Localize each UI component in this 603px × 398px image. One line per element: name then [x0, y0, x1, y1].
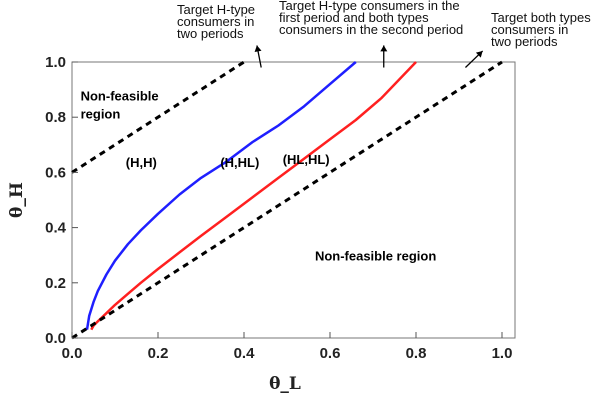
annotation-line: two periods [491, 34, 558, 49]
y-tick-label: 1.0 [45, 54, 66, 71]
region-label-line: region [81, 107, 121, 122]
y-tick-label: 0.6 [45, 164, 66, 181]
ticks-layer: 0.0 0.2 0.4 0.6 0.8 1.0 0.0 0.2 0.4 0.6 0.8 1.0 [45, 54, 512, 362]
series-line-1 [71, 60, 245, 174]
annotation-3: Target both types consumers in two periods [491, 10, 591, 49]
arrow-head-icon [380, 45, 388, 52]
annotation-line: consumers in [177, 14, 254, 29]
region-label-1: Non-feasible region [81, 89, 159, 122]
annotation-line: consumers in [491, 22, 568, 37]
series-line-3 [90, 61, 417, 331]
plot-frame [71, 61, 516, 339]
y-tick-label: 0.8 [45, 109, 66, 126]
region-label-line: Non-feasible [81, 89, 159, 104]
region-label-3: (H,HL) [220, 155, 259, 170]
y-axis-title: θ_H [7, 182, 27, 218]
region-label-2: (H,H) [126, 155, 157, 170]
notes-layer: Target H-type consumers in two periodsTarg… [177, 0, 591, 68]
labels-layer: Non-feasible region (H,H) (H,HL) (HL,HL) Non-… [81, 89, 437, 264]
region-label-4: (HL,HL) [283, 152, 330, 167]
series-line-4 [71, 60, 503, 340]
x-axis-title: θ_L [269, 374, 301, 394]
annotation-line: Target H-type consumers in the [279, 0, 460, 13]
x-tick-label: 0.8 [406, 345, 427, 362]
x-tick-label: 0.6 [320, 345, 341, 362]
annotation-line: two periods [177, 26, 244, 41]
series-layer [71, 60, 503, 340]
y-tick-label: 0.4 [45, 220, 67, 237]
x-tick-label: 0.2 [148, 345, 169, 362]
x-tick-label: 0.4 [234, 345, 256, 362]
region-label-5: Non-feasible region [315, 249, 436, 264]
arrow-head-icon [254, 45, 262, 52]
annotation-1: Target H-type consumers in two periods [177, 2, 255, 41]
annotation-line: Target H-type [177, 2, 255, 17]
y-tick-label: 0.2 [45, 275, 66, 292]
annotation-2: Target H-type consumers in the first peri… [279, 0, 463, 37]
annotation-line: first period and both types [279, 10, 429, 25]
series-line-2 [85, 61, 357, 330]
x-tick-label: 1.0 [492, 345, 513, 362]
arrow-head-icon [475, 51, 483, 58]
y-tick-label: 0.0 [45, 330, 66, 347]
annotation-line: consumers in the second period [279, 22, 463, 37]
x-tick-label: 0.0 [62, 345, 83, 362]
annotation-line: Target both types [491, 10, 591, 25]
